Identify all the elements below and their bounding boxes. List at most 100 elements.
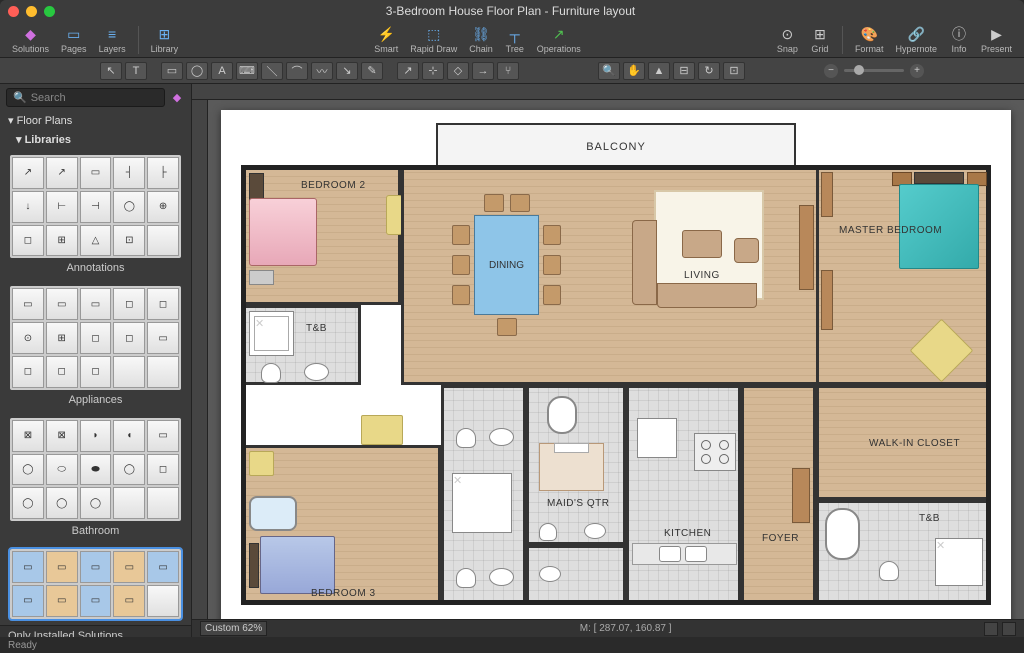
walkin-label: WALK-IN CLOSET bbox=[869, 438, 939, 449]
arc-tool[interactable]: ⌒ bbox=[286, 62, 308, 80]
shape-tool[interactable]: ◇ bbox=[447, 62, 469, 80]
main-toolbar: ◆ Solutions ▭ Pages ≡ Layers ⊞ Library ⚡… bbox=[0, 22, 1024, 58]
connector-tool[interactable]: ↘ bbox=[336, 62, 358, 80]
walkin-closet[interactable]: WALK-IN CLOSET bbox=[816, 385, 986, 500]
dining-label: DINING bbox=[489, 260, 524, 271]
chain-icon: ⛓ bbox=[471, 25, 491, 43]
chain-button[interactable]: ⛓ Chain bbox=[465, 25, 497, 54]
floor-plans-header[interactable]: ▾ Floor Plans bbox=[0, 111, 191, 130]
smart-button[interactable]: ⚡ Smart bbox=[370, 25, 402, 54]
balcony-room[interactable]: BALCONY bbox=[436, 123, 796, 171]
stove[interactable] bbox=[694, 433, 736, 471]
textbox-tool[interactable]: ⌨ bbox=[236, 62, 258, 80]
arrow-tool[interactable]: → bbox=[472, 62, 494, 80]
zoom-tool[interactable]: 🔍 bbox=[598, 62, 620, 80]
master-bedroom[interactable]: MASTER BEDROOM bbox=[816, 170, 986, 385]
kitchen-room[interactable]: KITCHEN bbox=[626, 385, 741, 600]
foyer-label: FOYER bbox=[762, 533, 799, 544]
align-tool[interactable]: ⊟ bbox=[673, 62, 695, 80]
tb2-room[interactable]: ✕ T&B bbox=[816, 500, 986, 600]
rapid-draw-button[interactable]: ⬚ Rapid Draw bbox=[406, 25, 461, 54]
format-icon: 🎨 bbox=[859, 25, 879, 43]
bedroom3-room[interactable]: BEDROOM 3 bbox=[246, 445, 441, 600]
page[interactable]: BALCONY BEDROOM 2 bbox=[221, 110, 1011, 619]
grid-icon: ⊞ bbox=[810, 25, 830, 43]
tb1-room[interactable]: ✕ T&B bbox=[246, 305, 361, 385]
rect-tool[interactable]: ▭ bbox=[161, 62, 183, 80]
smart-connect-tool[interactable]: ↗ bbox=[397, 62, 419, 80]
layers-button[interactable]: ≡ Layers bbox=[95, 25, 130, 54]
annotations-library[interactable]: ↗↗▭┤├ ↓⊢⊣◯⊕ ◻⊞△⊡ Annotations bbox=[0, 149, 191, 280]
stamp-tool[interactable]: ▲ bbox=[648, 62, 670, 80]
hypernote-icon: 🔗 bbox=[906, 25, 926, 43]
mouse-coordinates: M: [ 287.07, 160.87 ] bbox=[580, 623, 672, 634]
master-label: MASTER BEDROOM bbox=[839, 225, 899, 236]
foyer-room[interactable]: FOYER bbox=[741, 385, 816, 600]
minimize-window-button[interactable] bbox=[26, 6, 37, 17]
grid-button[interactable]: ⊞ Grid bbox=[806, 25, 834, 54]
sofa[interactable] bbox=[632, 220, 657, 305]
floor-plan-diagram[interactable]: BALCONY BEDROOM 2 bbox=[241, 165, 991, 610]
solutions-button[interactable]: ◆ Solutions bbox=[8, 25, 53, 54]
titlebar: 3-Bedroom House Floor Plan - Furniture l… bbox=[0, 0, 1024, 22]
zoom-in-button[interactable]: + bbox=[910, 64, 924, 78]
house-outline[interactable]: BEDROOM 2 DINING bbox=[241, 165, 991, 605]
pages-icon: ▭ bbox=[64, 25, 84, 43]
only-installed-toggle[interactable]: Only Installed Solutions bbox=[0, 625, 191, 637]
info-button[interactable]: ⓘ Info bbox=[945, 25, 973, 54]
kitchen-label: KITCHEN bbox=[664, 528, 711, 539]
appliances-library[interactable]: ▭▭▭◻◻ ⊙⊞◻◻▭ ◻◻◻ Appliances bbox=[0, 280, 191, 411]
search-input[interactable]: 🔍 Search bbox=[6, 88, 165, 107]
present-button[interactable]: ▶ Present bbox=[977, 25, 1016, 54]
pen-tool[interactable]: ✎ bbox=[361, 62, 383, 80]
status-bar: Custom 62% M: [ 287.07, 160.87 ] bbox=[192, 619, 1024, 637]
maids-room[interactable]: MAID'S QTR bbox=[526, 385, 626, 545]
app-window: 3-Bedroom House Floor Plan - Furniture l… bbox=[0, 0, 1024, 653]
close-window-button[interactable] bbox=[8, 6, 19, 17]
status-icon-1[interactable] bbox=[984, 622, 998, 636]
branch-tool[interactable]: ⑂ bbox=[497, 62, 519, 80]
bath-center[interactable]: ✕ bbox=[441, 385, 526, 600]
ellipse-tool[interactable]: ◯ bbox=[186, 62, 208, 80]
library-button[interactable]: ⊞ Library bbox=[147, 25, 183, 54]
maids-label: MAID'S QTR bbox=[547, 498, 609, 509]
curve-tool[interactable]: 〰 bbox=[311, 62, 333, 80]
operations-button[interactable]: ↗ Operations bbox=[533, 25, 585, 54]
bathroom-label: Bathroom bbox=[10, 525, 181, 537]
zoom-out-button[interactable]: − bbox=[824, 64, 838, 78]
vertical-ruler bbox=[192, 100, 208, 619]
bedroom2-room[interactable]: BEDROOM 2 bbox=[246, 170, 401, 305]
pointer-tool[interactable]: ↖ bbox=[100, 62, 122, 80]
horizontal-ruler bbox=[192, 84, 1024, 100]
bedroom-library[interactable]: ▭▭▭▭▭ ▭▭▭▭ bbox=[0, 543, 191, 625]
search-placeholder: Search bbox=[31, 92, 66, 104]
hypernote-button[interactable]: 🔗 Hypernote bbox=[891, 25, 941, 54]
zoom-slider[interactable]: − + bbox=[824, 64, 924, 78]
libraries-header[interactable]: ▾ Libraries bbox=[0, 130, 191, 149]
line-tool[interactable]: ＼ bbox=[261, 62, 283, 80]
sidebar: 🔍 Search ◆ ▾ Floor Plans ▾ Libraries ↗↗▭… bbox=[0, 84, 192, 637]
rotate-tool[interactable]: ↻ bbox=[698, 62, 720, 80]
canvas-viewport[interactable]: BALCONY BEDROOM 2 bbox=[208, 100, 1024, 619]
crop-tool[interactable]: ⊡ bbox=[723, 62, 745, 80]
bedroom3-label: BEDROOM 3 bbox=[311, 588, 376, 599]
library-icon: ⊞ bbox=[154, 25, 174, 43]
bathroom-library[interactable]: ⊠⊠◗◖▭ ◯⬭⬬◯◻ ◯◯◯ Bathroom bbox=[0, 412, 191, 543]
shape-library-button[interactable]: ◆ bbox=[169, 90, 185, 106]
tree-button[interactable]: ┬ Tree bbox=[501, 25, 529, 54]
rapid-draw-icon: ⬚ bbox=[424, 25, 444, 43]
info-icon: ⓘ bbox=[949, 25, 969, 43]
open-living-area[interactable]: DINING bbox=[401, 170, 816, 385]
format-button[interactable]: 🎨 Format bbox=[851, 25, 888, 54]
font-tool[interactable]: A bbox=[211, 62, 233, 80]
snap-button[interactable]: ⊙ Snap bbox=[773, 25, 802, 54]
pan-tool[interactable]: ✋ bbox=[623, 62, 645, 80]
pages-button[interactable]: ▭ Pages bbox=[57, 25, 91, 54]
dining-table[interactable]: DINING bbox=[474, 215, 539, 315]
bed3[interactable] bbox=[260, 536, 335, 594]
maximize-window-button[interactable] bbox=[44, 6, 55, 17]
node-tool[interactable]: ⊹ bbox=[422, 62, 444, 80]
status-icon-2[interactable] bbox=[1002, 622, 1016, 636]
text-tool[interactable]: T bbox=[125, 62, 147, 80]
zoom-selector[interactable]: Custom 62% bbox=[200, 621, 267, 636]
